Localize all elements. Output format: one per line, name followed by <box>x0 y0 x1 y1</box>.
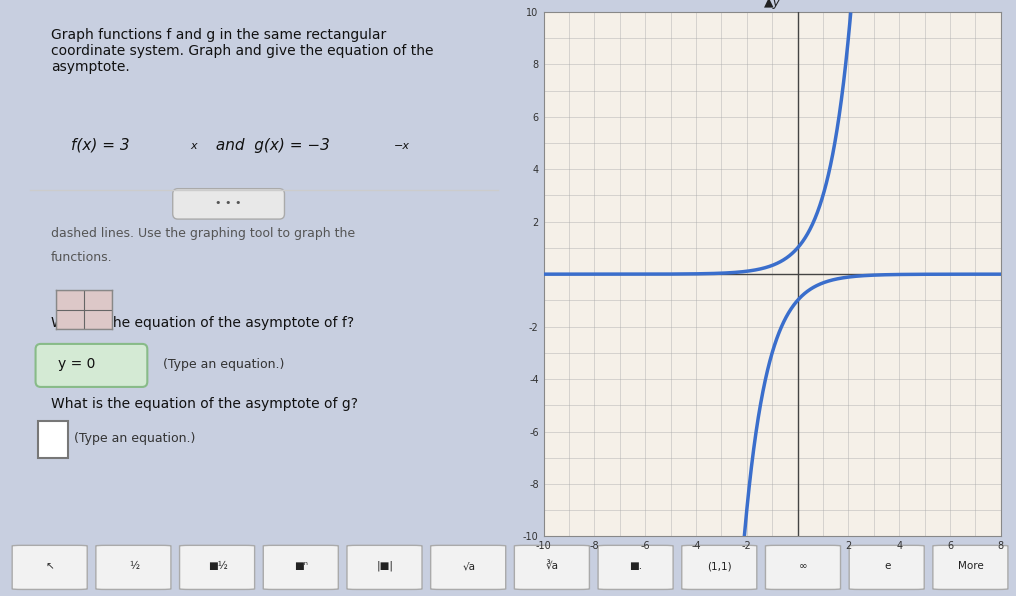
Text: What is the equation of the asymptote of g?: What is the equation of the asymptote of… <box>51 398 358 411</box>
Text: √a: √a <box>462 561 475 571</box>
Text: ■½: ■½ <box>207 561 228 571</box>
FancyBboxPatch shape <box>38 421 67 458</box>
FancyBboxPatch shape <box>173 189 284 219</box>
FancyBboxPatch shape <box>36 344 147 387</box>
FancyBboxPatch shape <box>346 545 422 589</box>
FancyBboxPatch shape <box>180 545 255 589</box>
Text: More: More <box>958 561 983 571</box>
Text: e: e <box>884 561 890 571</box>
Text: (Type an equation.): (Type an equation.) <box>154 358 284 371</box>
FancyBboxPatch shape <box>96 545 171 589</box>
Text: ↖: ↖ <box>46 561 55 571</box>
Text: f(x) = 3: f(x) = 3 <box>71 138 130 153</box>
Text: Graph functions f and g in the same rectangular
coordinate system. Graph and giv: Graph functions f and g in the same rect… <box>51 27 433 74</box>
FancyBboxPatch shape <box>765 545 840 589</box>
Text: ■ⁿ: ■ⁿ <box>295 561 308 571</box>
FancyBboxPatch shape <box>263 545 338 589</box>
FancyBboxPatch shape <box>849 545 925 589</box>
FancyBboxPatch shape <box>514 545 589 589</box>
Text: What is the equation of the asymptote of f?: What is the equation of the asymptote of… <box>51 316 354 330</box>
FancyBboxPatch shape <box>682 545 757 589</box>
Text: x: x <box>190 141 197 151</box>
Text: ½: ½ <box>129 561 139 571</box>
Text: and  g(x) = −3: and g(x) = −3 <box>211 138 330 153</box>
Text: −x: −x <box>394 141 409 151</box>
Text: (1,1): (1,1) <box>707 561 733 571</box>
Text: dashed lines. Use the graphing tool to graph the: dashed lines. Use the graphing tool to g… <box>51 227 355 240</box>
Text: • • •: • • • <box>215 198 242 209</box>
FancyBboxPatch shape <box>431 545 506 589</box>
FancyBboxPatch shape <box>12 545 87 589</box>
Text: ∛a: ∛a <box>546 561 559 571</box>
Text: |■|: |■| <box>377 561 393 572</box>
Text: ∞: ∞ <box>800 561 808 571</box>
Text: ■.: ■. <box>630 561 643 571</box>
Text: ▲y: ▲y <box>764 0 780 10</box>
Text: (Type an equation.): (Type an equation.) <box>73 432 195 445</box>
FancyBboxPatch shape <box>933 545 1008 589</box>
Text: functions.: functions. <box>51 250 113 263</box>
Text: y = 0: y = 0 <box>59 358 96 371</box>
FancyBboxPatch shape <box>598 545 674 589</box>
